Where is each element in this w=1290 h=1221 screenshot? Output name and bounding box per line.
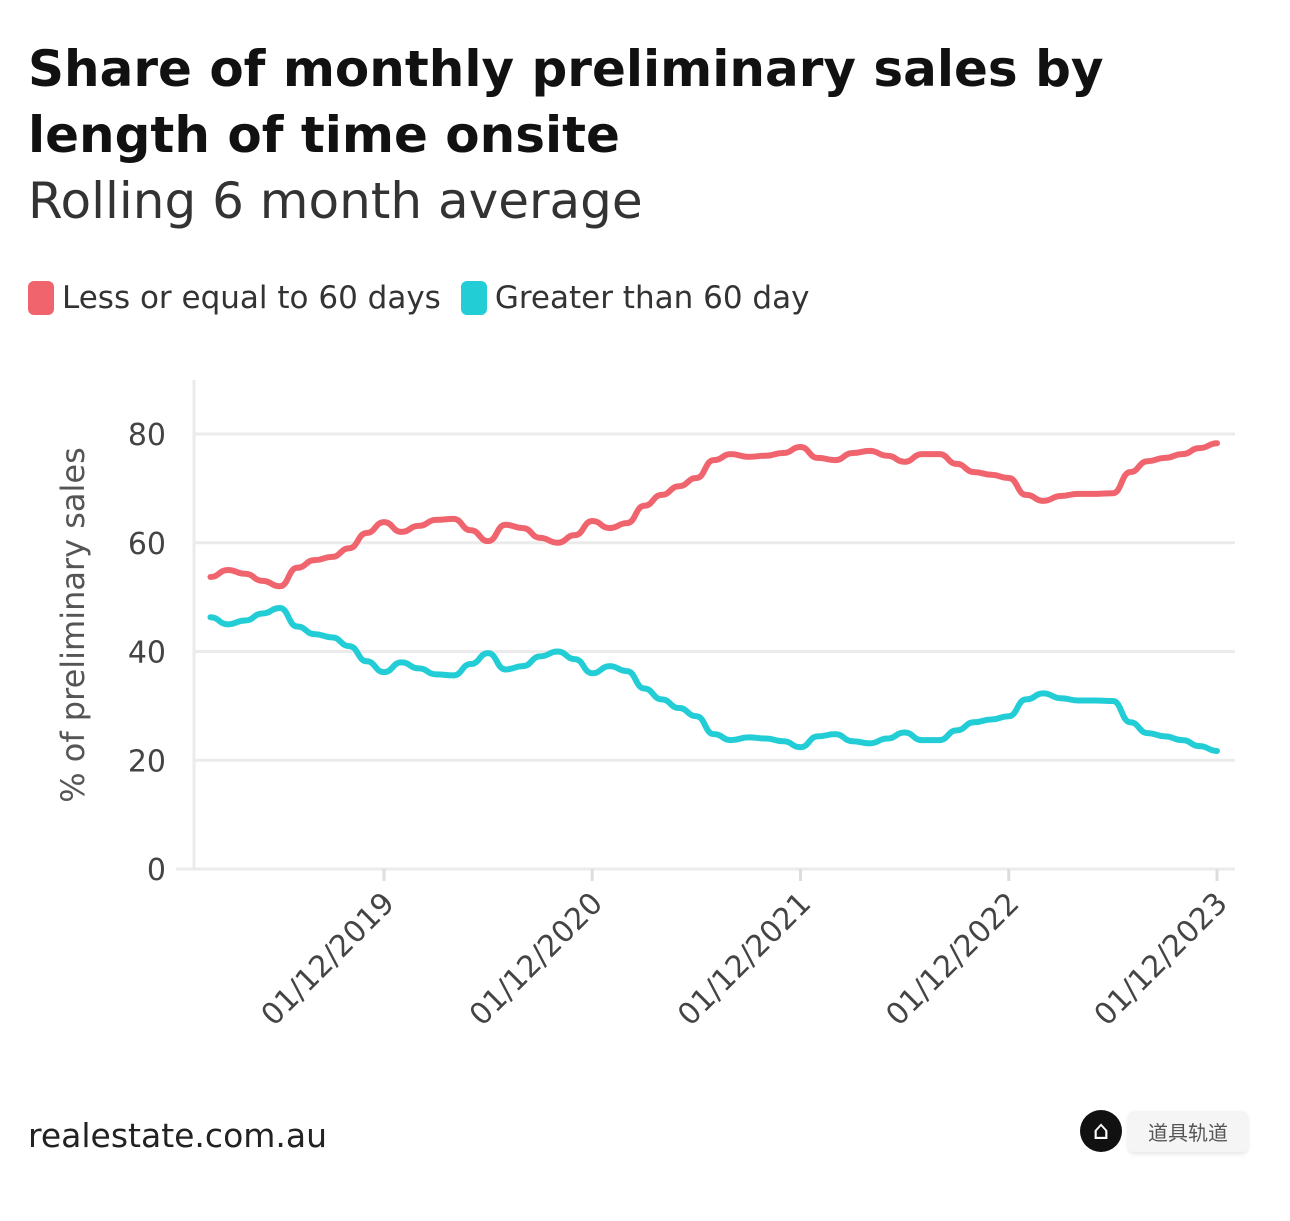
x-tick-label: 01/12/2020 bbox=[463, 886, 610, 1033]
series-line-1 bbox=[207, 604, 1220, 755]
series-points-0 bbox=[207, 440, 1220, 589]
legend-label: Less or equal to 60 days bbox=[62, 280, 441, 316]
y-tick-label: 20 bbox=[128, 744, 166, 779]
legend-item-gt60[interactable]: Greater than 60 day bbox=[460, 280, 810, 316]
y-tick-label: 0 bbox=[147, 853, 166, 888]
y-tick-label: 80 bbox=[128, 418, 166, 453]
x-tick-label: 01/12/2019 bbox=[255, 886, 402, 1033]
line-chart: 0 20 40 60 80 01/12/2019 01/12/2020 01/12/2021 0… bbox=[54, 380, 1235, 1033]
legend-label: Greater than 60 day bbox=[494, 280, 810, 316]
home-icon: ⌂ bbox=[1080, 1110, 1122, 1152]
legend-swatch bbox=[460, 281, 487, 315]
y-axis-label: % of preliminary sales bbox=[54, 447, 92, 803]
legend-item-le60[interactable]: Less or equal to 60 days bbox=[28, 280, 441, 316]
x-tick-label: 01/12/2022 bbox=[879, 886, 1026, 1033]
chart-subtitle: Rolling 6 month average bbox=[28, 172, 643, 230]
x-tick-label: 01/12/2021 bbox=[671, 886, 818, 1033]
series-line-0 bbox=[207, 440, 1220, 590]
legend-swatch bbox=[28, 281, 54, 315]
chart-title: Share of monthly preliminary sales by le… bbox=[28, 40, 1104, 164]
legend: Less or equal to 60 days Greater than 60… bbox=[28, 280, 829, 316]
source-label: realestate.com.au bbox=[28, 1116, 328, 1155]
watermark-text: 道具轨道 bbox=[1128, 1110, 1248, 1152]
watermark: ⌂ 道具轨道 bbox=[1080, 1110, 1248, 1152]
series-points-1 bbox=[207, 605, 1220, 754]
y-tick-label: 60 bbox=[128, 527, 166, 562]
y-tick-label: 40 bbox=[128, 636, 166, 671]
x-tick-label: 01/12/2023 bbox=[1088, 886, 1235, 1033]
